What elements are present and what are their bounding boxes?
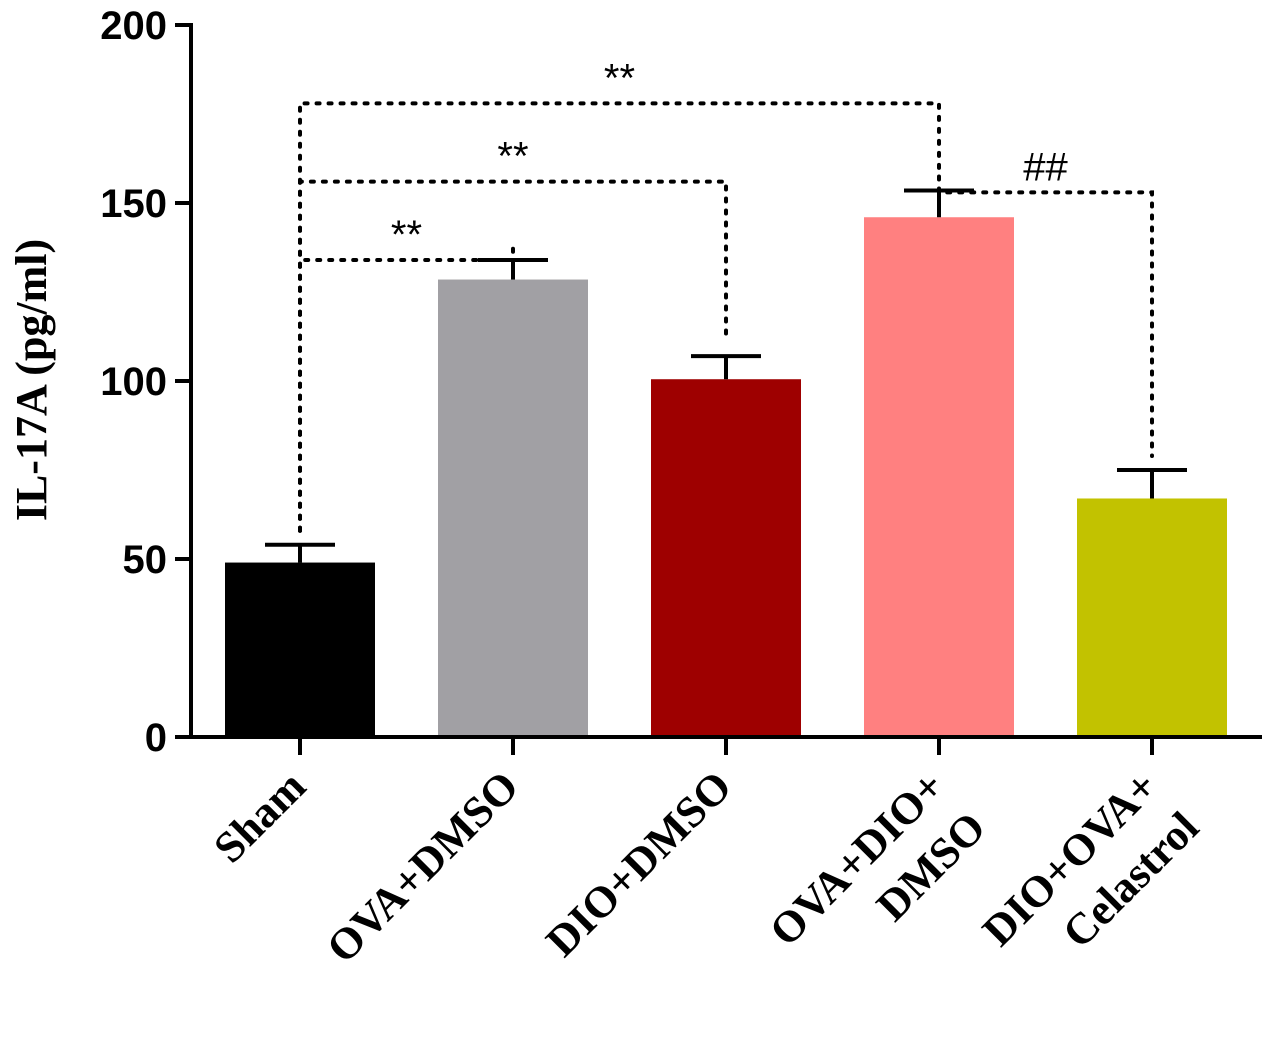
- bar-0: [225, 562, 375, 737]
- significance-bracket-1: [298, 179, 728, 533]
- x-tick-label-2: DIO+DMSO: [537, 761, 741, 965]
- x-tick-label-1: OVA+DMSO: [317, 761, 528, 972]
- x-tick-label-4: DIO+OVA+Celastrol: [973, 761, 1208, 996]
- x-tick-label-line: Sham: [204, 761, 315, 872]
- bars: [225, 217, 1227, 738]
- y-tick-label-4: 200: [100, 4, 167, 48]
- significance-bracket-3: [937, 174, 1154, 458]
- y-tick-label-2: 100: [100, 360, 167, 404]
- bar-3: [864, 217, 1014, 738]
- significance-label-1: **: [497, 135, 528, 179]
- significance-label-3: ##: [1023, 145, 1068, 189]
- x-tick-label-line: OVA+DMSO: [317, 761, 528, 972]
- bar-2: [651, 379, 801, 737]
- significance-label-2: **: [604, 56, 635, 100]
- bar-4: [1077, 498, 1227, 737]
- y-axis-label: IL-17A (pg/ml): [7, 239, 56, 521]
- significance-brackets: ** ** ** ##: [298, 56, 1154, 533]
- x-tick-label-3: OVA+DIO+DMSO: [760, 761, 995, 996]
- axes: [175, 23, 1262, 755]
- y-tick-label-3: 150: [100, 182, 167, 226]
- y-tick-label-1: 50: [123, 538, 168, 582]
- x-tick-label-line: DIO+DMSO: [537, 761, 741, 965]
- y-tick-label-0: 0: [145, 716, 167, 760]
- significance-bracket-2: [298, 101, 941, 533]
- significance-label-0: **: [391, 213, 422, 257]
- bar-1: [438, 279, 588, 737]
- x-tick-label-0: Sham: [204, 761, 315, 872]
